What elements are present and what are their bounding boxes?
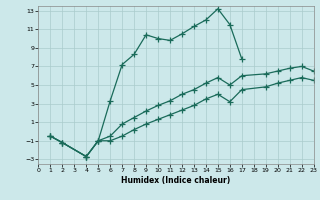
X-axis label: Humidex (Indice chaleur): Humidex (Indice chaleur) [121, 176, 231, 185]
